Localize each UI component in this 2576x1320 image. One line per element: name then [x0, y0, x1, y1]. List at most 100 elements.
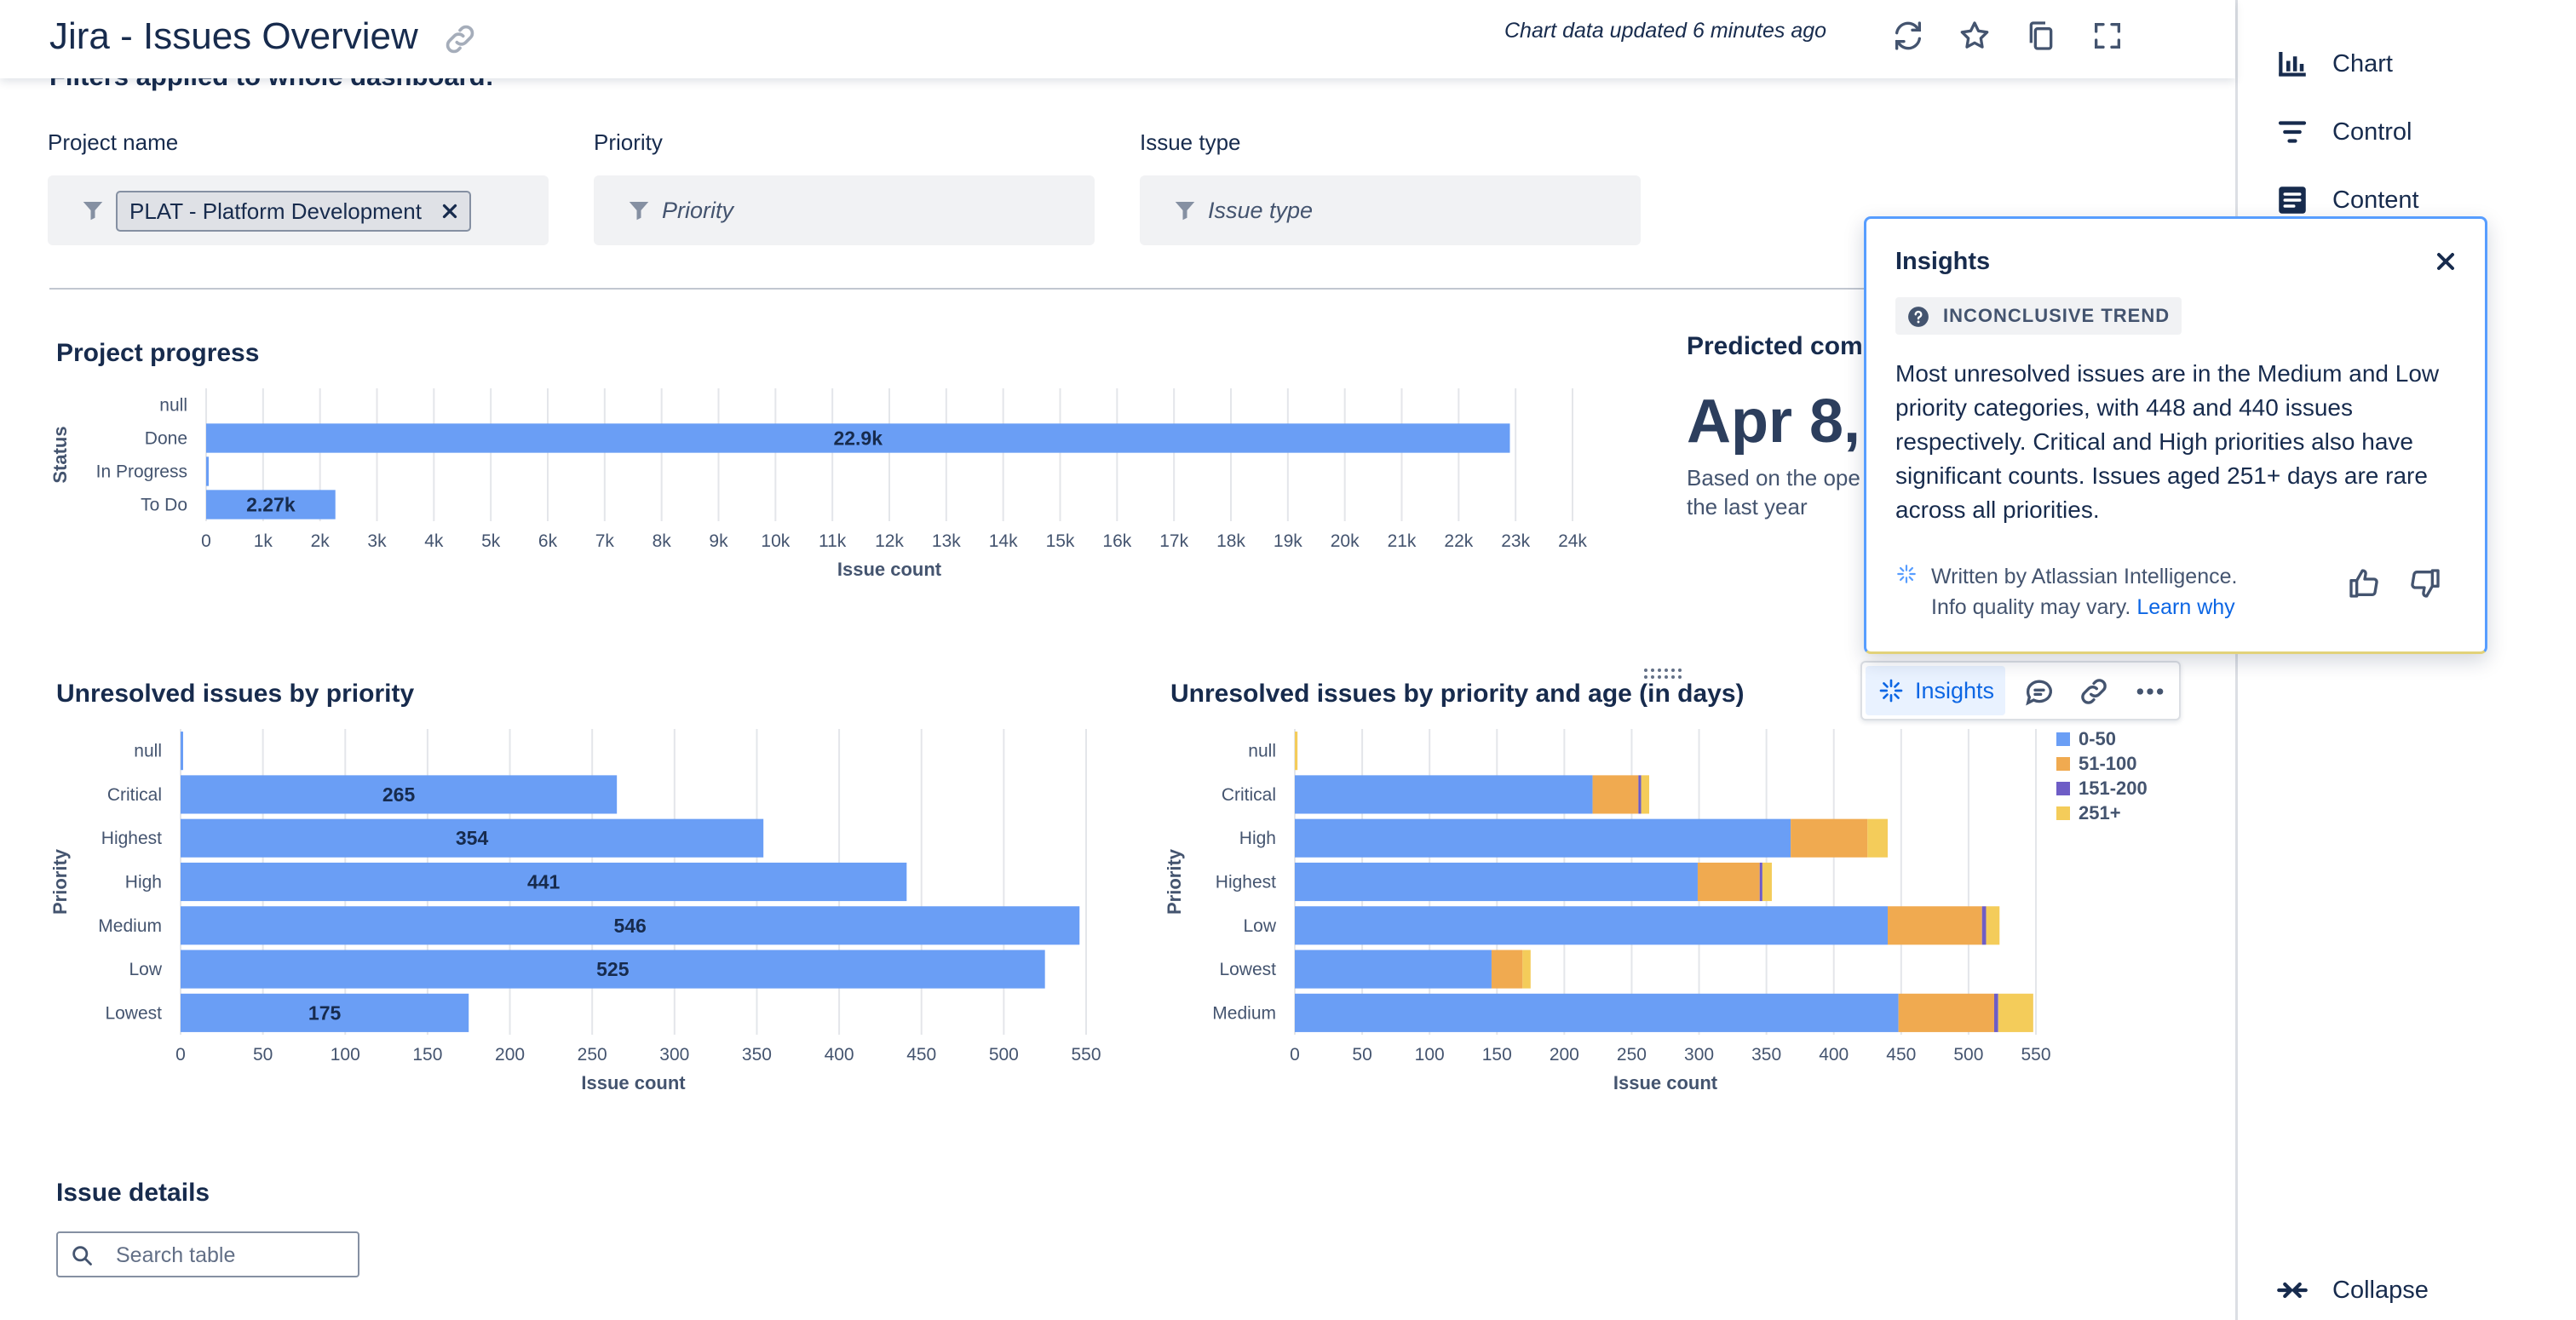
x-tick-label: 17k [1159, 531, 1188, 551]
refresh-icon [1895, 21, 1921, 50]
x-tick-label: 500 [989, 1045, 1019, 1065]
add-content-item[interactable]: Content [2274, 182, 2419, 218]
bar-segment-0-50 [1295, 906, 1888, 945]
x-tick-label: 12k [875, 531, 904, 551]
fullscreen-icon [2095, 23, 2120, 49]
question-icon [1908, 307, 1929, 327]
x-axis-label: Issue count [837, 559, 942, 580]
y-axis-label: Priority [1164, 848, 1185, 915]
x-tick-label: 0 [201, 531, 211, 551]
close-icon[interactable] [2432, 248, 2459, 275]
chart-title-unresolved-priority-age: Unresolved issues by priority and age (i… [1170, 680, 1745, 708]
x-tick-label: 1k [254, 531, 273, 551]
project-filter-label: Project name [48, 129, 179, 155]
priority-filter-placeholder: Priority [662, 198, 734, 223]
thumbs-down-icon[interactable] [2408, 566, 2442, 600]
link-icon[interactable] [2077, 674, 2111, 709]
y-tick-label: Lowest [105, 1003, 162, 1023]
dashboard-header: Jira - Issues Overview Chart data update… [0, 0, 2235, 78]
x-tick-label: 100 [1415, 1045, 1445, 1065]
trend-badge: INCONCLUSIVE TREND [1895, 297, 2182, 335]
data-label: 354 [456, 827, 489, 849]
data-label: 22.9k [833, 428, 883, 450]
x-tick-label: 300 [1684, 1045, 1714, 1065]
x-tick-label: 50 [253, 1045, 273, 1065]
unresolved-priority-chart: 0 50 100 150 200 250 300 350 400 450 500 550 Issue c… [49, 729, 1101, 1093]
last-updated-text: Chart data updated 6 minutes ago [1504, 19, 1827, 43]
bar-segment-51-100 [1697, 862, 1760, 902]
y-tick-label: null [134, 742, 162, 761]
bar-chart-icon [2279, 52, 2306, 77]
bar-segment-0-50 [1295, 993, 1899, 1032]
bar-segment-0-50 [1295, 775, 1593, 814]
x-tick-label: 6k [538, 531, 558, 551]
comment-icon[interactable] [2022, 674, 2056, 709]
x-tick-label: 400 [825, 1045, 854, 1065]
project-filter-chip[interactable]: PLAT - Platform Development [116, 191, 471, 232]
x-tick-label: 10k [761, 531, 790, 551]
thumbs-up-icon[interactable] [2347, 566, 2381, 600]
collapse-icon [2277, 1282, 2308, 1299]
bar-segment-251- [1986, 906, 2000, 945]
priority-filter[interactable]: Priority [594, 175, 1095, 245]
bar [206, 423, 1510, 453]
x-tick-label: 250 [1617, 1045, 1647, 1065]
drag-handle-icon[interactable] [1642, 668, 1685, 680]
refresh-button[interactable] [1886, 14, 1930, 58]
copy-button[interactable] [2019, 14, 2063, 58]
bar [181, 862, 907, 902]
issue-type-filter[interactable]: Issue type [1140, 175, 1641, 245]
predicted-completion-description: Based on the ope the last year [1687, 465, 1860, 519]
insights-button-label: Insights [1915, 677, 1995, 703]
trend-badge-label: INCONCLUSIVE TREND [1943, 305, 2171, 326]
x-tick-label: 550 [1071, 1045, 1101, 1065]
project-filter[interactable]: PLAT - Platform Development [48, 175, 549, 245]
add-control-item[interactable]: Control [2274, 114, 2412, 150]
x-axis-label: Issue count [1613, 1072, 1718, 1093]
bar-segment-0-50 [1295, 862, 1698, 902]
star-icon [1960, 21, 1989, 49]
y-tick-label: Low [129, 960, 162, 979]
search-box[interactable] [56, 1231, 359, 1277]
data-label: 525 [596, 958, 630, 980]
chart-title-project-progress: Project progress [56, 339, 260, 367]
y-tick-label: To Do [141, 496, 187, 515]
learn-why-link[interactable]: Learn why [2136, 595, 2235, 619]
x-tick-label: 3k [367, 531, 387, 551]
priority-filter-label: Priority [594, 129, 663, 155]
data-label: 175 [308, 1001, 342, 1024]
insights-title: Insights [1895, 248, 1991, 275]
bar [206, 490, 336, 519]
x-tick-label: 24k [1558, 531, 1587, 551]
insights-popup: Insights INCONCLUSIVE TREND Most unresol… [1864, 216, 2487, 654]
x-tick-label: 2k [311, 531, 331, 551]
insights-button[interactable]: Insights [1866, 666, 2005, 715]
search-icon [72, 1246, 92, 1265]
y-axis-label: Status [49, 426, 71, 483]
bar [181, 906, 1080, 945]
x-tick-label: 18k [1216, 531, 1245, 551]
add-chart-item[interactable]: Chart [2274, 46, 2393, 82]
link-icon[interactable] [441, 20, 479, 58]
legend-swatch-0-50 [2056, 732, 2070, 746]
content-icon [2279, 187, 2306, 214]
x-tick-label: 22k [1444, 531, 1473, 551]
legend-label-151-200: 151-200 [2079, 778, 2148, 799]
y-tick-label: High [1239, 829, 1276, 848]
y-axis-label: Priority [49, 848, 71, 915]
more-options-icon[interactable] [2133, 674, 2167, 709]
bar-segment-151-200 [1638, 775, 1642, 814]
filter-icon [629, 202, 649, 221]
x-tick-label: 21k [1388, 531, 1417, 551]
x-tick-label: 8k [653, 531, 672, 551]
y-tick-label: High [125, 873, 162, 892]
x-tick-label: 19k [1274, 531, 1302, 551]
close-icon[interactable] [439, 200, 461, 222]
star-button[interactable] [1952, 14, 1997, 58]
copy-icon [2029, 21, 2053, 50]
search-input[interactable] [114, 1240, 348, 1271]
x-tick-label: 100 [331, 1045, 360, 1065]
issue-type-filter-label: Issue type [1140, 129, 1241, 155]
collapse-button[interactable]: Collapse [2274, 1272, 2429, 1308]
fullscreen-button[interactable] [2085, 14, 2130, 58]
